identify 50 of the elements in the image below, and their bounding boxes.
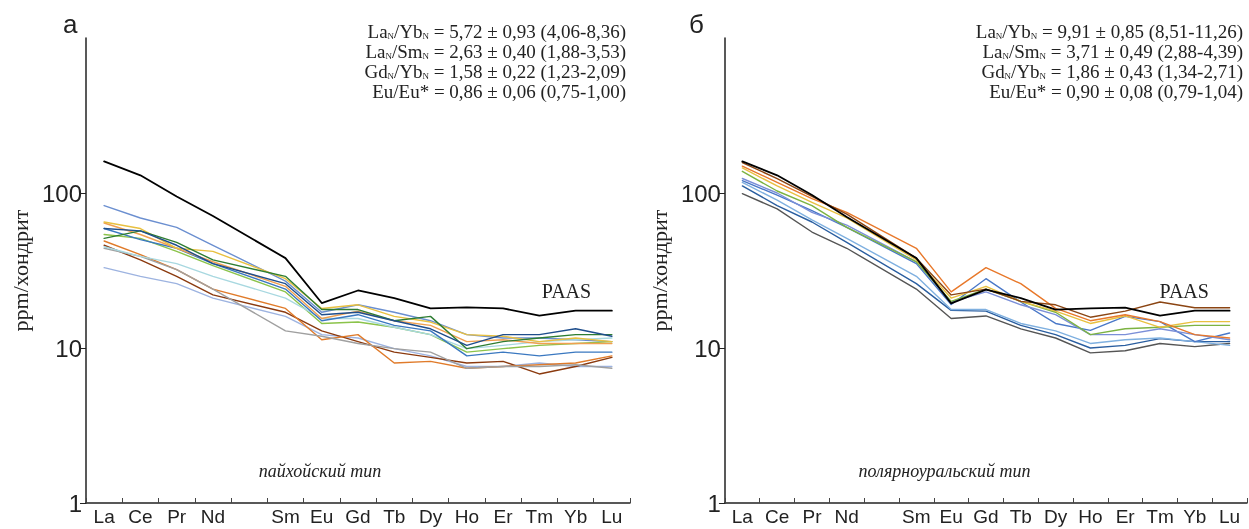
x-tick-label: La: [93, 506, 116, 527]
x-tick-label: Lu: [601, 506, 623, 527]
x-tick-label: Tm: [525, 506, 554, 527]
annotation: GdN/YbN = 1,86 ± 0,43 (1,34-2,71): [981, 61, 1243, 83]
y-axis-title: ppm/хондрит: [646, 209, 672, 332]
annotation: Eu/Eu* = 0,90 ± 0,08 (0,79-1,04): [989, 81, 1244, 103]
x-tick-label: Tm: [1146, 506, 1174, 527]
y-tick-label: 10: [694, 334, 721, 362]
x-tick-label: Nd: [200, 506, 226, 527]
x-tick-label: La: [731, 506, 754, 527]
y-tick-label: 100: [41, 179, 82, 207]
annotation: GdN/YbN = 1,58 ± 0,22 (1,23-2,09): [364, 61, 626, 83]
chart-title: б: [689, 9, 704, 39]
x-tick-label: Yb: [563, 506, 588, 527]
x-tick-label: Er: [1115, 506, 1136, 527]
annotation: LaN/YbN = 5,72 ± 0,93 (4,06-8,36): [367, 21, 626, 43]
chart-title: а: [63, 9, 78, 39]
series-label: PAAS: [541, 279, 592, 302]
series-label: PAAS: [1159, 279, 1209, 302]
x-tick-label: Ce: [765, 506, 790, 527]
annotation: пайхойский тип: [258, 461, 382, 481]
x-tick-label: Lu: [1219, 506, 1241, 527]
x-tick-label: Pr: [167, 506, 187, 527]
annotation: Eu/Eu* = 0,86 ± 0,06 (0,75-1,00): [372, 81, 627, 103]
x-tick-label: Dy: [1043, 506, 1068, 527]
x-tick-label: Ce: [128, 506, 153, 527]
x-tick-label: Eu: [939, 506, 963, 527]
x-tick-label: Nd: [834, 506, 859, 527]
x-tick-label: Tb: [1009, 506, 1032, 527]
annotation: LaN/YbN = 9,91 ± 0,85 (8,51-11,26): [975, 21, 1243, 42]
x-tick-label: Sm: [902, 506, 931, 527]
y-tick-label: 1: [68, 489, 82, 517]
x-tick-label: Tb: [383, 506, 406, 527]
x-tick-label: Gd: [973, 506, 999, 527]
x-tick-label: Pr: [802, 506, 823, 527]
annotation: LaN/SmN = 3,71 ± 0,49 (2,88-4,39): [982, 41, 1243, 63]
x-tick-label: Sm: [271, 506, 300, 527]
x-tick-label: Er: [493, 506, 514, 527]
annotation: полярноуральский тип: [858, 461, 1031, 481]
x-tick-label: Ho: [454, 506, 479, 527]
y-tick-label: 100: [680, 179, 721, 207]
annotation: LaN/SmN = 2,63 ± 0,40 (1,88-3,53): [365, 41, 626, 63]
x-tick-label: Dy: [418, 506, 443, 527]
y-tick-label: 1: [707, 489, 721, 517]
x-tick-label: Eu: [310, 506, 334, 527]
x-tick-label: Yb: [1183, 506, 1207, 527]
x-tick-label: Ho: [1078, 506, 1103, 527]
y-tick-label: 10: [55, 334, 82, 362]
y-axis-title: ppm/хондрит: [7, 209, 33, 332]
x-tick-label: Gd: [345, 506, 371, 527]
